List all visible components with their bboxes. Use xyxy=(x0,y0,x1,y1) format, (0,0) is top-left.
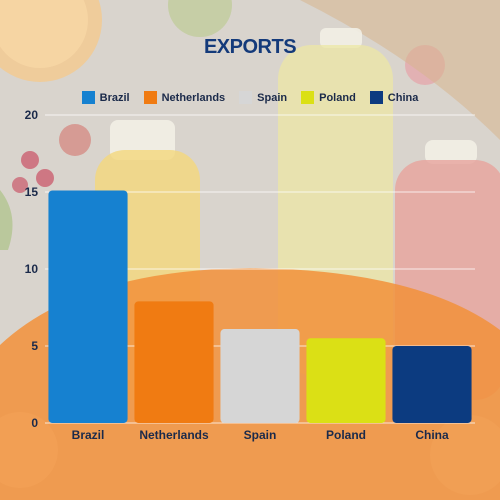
bar-brazil xyxy=(48,190,128,423)
legend-label-poland: Poland xyxy=(319,91,356,104)
y-tick-label-0: 0 xyxy=(31,416,38,430)
bar-netherlands xyxy=(134,301,214,423)
y-tick-label-5: 5 xyxy=(31,339,38,353)
y-tick-label-10: 10 xyxy=(25,262,39,276)
bar-spain xyxy=(220,329,300,423)
legend-label-spain: Spain xyxy=(257,91,288,104)
bar-poland xyxy=(306,338,386,423)
legend-swatch-poland xyxy=(301,91,315,104)
y-tick-label-20: 20 xyxy=(25,108,39,122)
legend-item-spain: Spain xyxy=(239,91,287,104)
legend-item-poland: Poland xyxy=(301,91,356,104)
chart-legend: Brazil Netherlands Spain Poland China xyxy=(0,91,500,104)
y-tick-label-15: 15 xyxy=(25,185,39,199)
x-tick-label-netherlands: Netherlands xyxy=(139,428,209,442)
legend-label-china: China xyxy=(387,91,419,104)
legend-item-china: China xyxy=(369,91,419,104)
legend-item-netherlands: Netherlands xyxy=(143,91,226,104)
legend-swatch-brazil xyxy=(81,91,95,104)
x-tick-label-spain: Spain xyxy=(244,428,277,442)
x-tick-label-china: China xyxy=(415,428,449,442)
bar-china xyxy=(392,346,472,423)
legend-label-brazil: Brazil xyxy=(99,91,130,104)
legend-swatch-china xyxy=(369,91,383,104)
legend-swatch-netherlands xyxy=(143,91,157,104)
legend-item-brazil: Brazil xyxy=(81,91,130,104)
legend-label-netherlands: Netherlands xyxy=(161,91,226,104)
x-tick-label-brazil: Brazil xyxy=(72,428,105,442)
legend-swatch-spain xyxy=(239,91,253,104)
chart-title: EXPORTS xyxy=(203,36,297,58)
x-tick-label-poland: Poland xyxy=(326,428,366,442)
